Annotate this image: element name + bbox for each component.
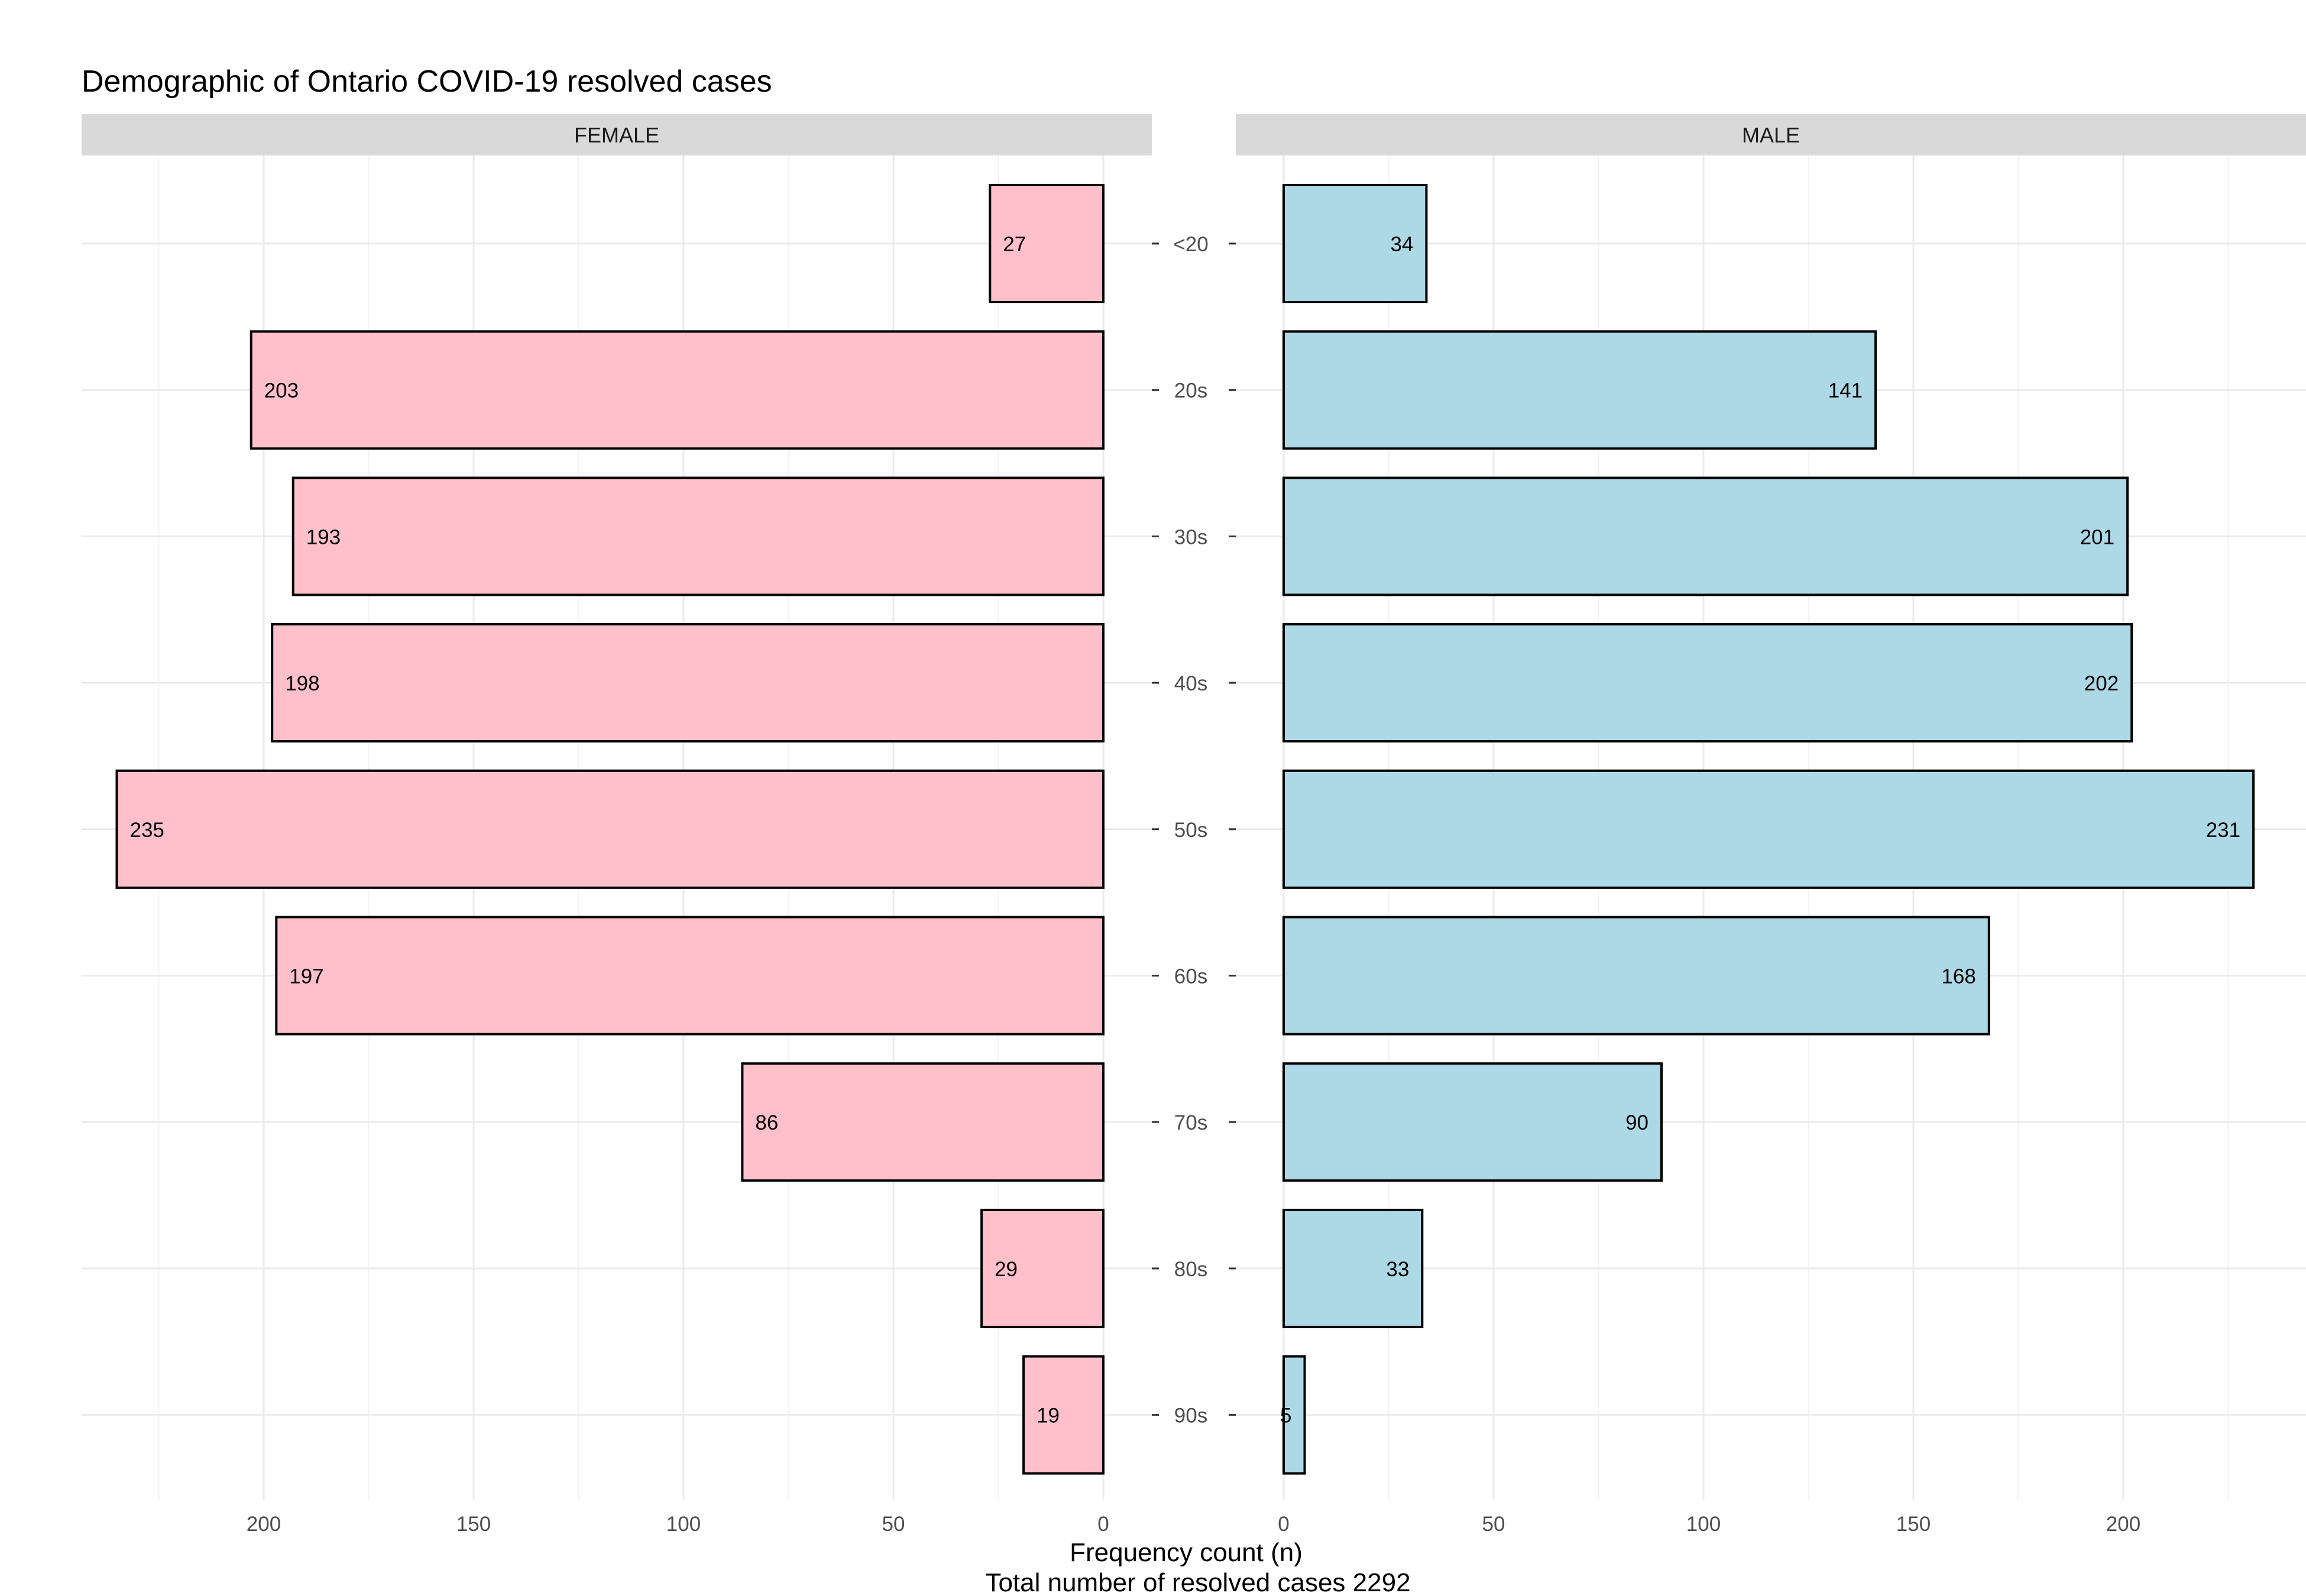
- total-caption: Total number of resolved cases 2292: [985, 1568, 1410, 1596]
- male-bars: 34 141 201 202 231 168 90 33 5: [1280, 184, 2255, 1475]
- male-x-tick-label: 0: [1278, 1513, 1289, 1536]
- category-label-5: 50s: [1174, 819, 1207, 842]
- male-bar-2: [1282, 330, 1877, 450]
- male-data-label-7: 90: [1625, 1111, 1648, 1134]
- female-bar-5: [115, 769, 1105, 889]
- female-bar-8: [980, 1208, 1105, 1328]
- male-data-label-2: 141: [1828, 379, 1863, 403]
- male-strip: [1236, 114, 2306, 155]
- female-bar-6: [275, 916, 1105, 1036]
- female-bar-2: [250, 330, 1105, 450]
- female-bar-9: [1022, 1355, 1105, 1475]
- male-bar-4: [1282, 623, 2133, 743]
- male-strip-label: MALE: [1742, 123, 1800, 147]
- female-x-tick-label: 0: [1097, 1513, 1109, 1536]
- category-label-9: 90s: [1174, 1404, 1207, 1428]
- male-data-label-6: 168: [1941, 965, 1975, 988]
- female-x-tick-label: 100: [666, 1513, 701, 1536]
- category-label-2: 20s: [1174, 379, 1207, 403]
- female-bar-4: [271, 623, 1105, 743]
- male-bar-1: [1282, 184, 1428, 303]
- female-data-label-6: 197: [289, 965, 323, 988]
- female-x-axis: 0 50 100 150 200: [247, 1513, 1109, 1536]
- female-data-label-9: 19: [1037, 1404, 1060, 1428]
- category-label-6: 60s: [1174, 965, 1207, 988]
- male-bar-9: [1282, 1355, 1306, 1475]
- female-data-label-1: 27: [1003, 233, 1026, 256]
- female-bar-3: [292, 476, 1105, 596]
- male-x-tick-label: 200: [2106, 1513, 2140, 1536]
- female-x-tick-label: 200: [247, 1513, 281, 1536]
- male-data-label-9: 5: [1280, 1404, 1291, 1428]
- category-label-1: <20: [1173, 233, 1208, 256]
- male-bar-7: [1282, 1062, 1663, 1182]
- category-label-3: 30s: [1174, 525, 1207, 549]
- male-data-label-8: 33: [1386, 1258, 1409, 1281]
- female-data-label-3: 193: [306, 525, 341, 549]
- male-data-label-1: 34: [1390, 233, 1413, 256]
- male-data-label-5: 231: [2206, 819, 2240, 842]
- male-bar-5: [1282, 769, 2255, 889]
- female-data-label-8: 29: [995, 1258, 1018, 1281]
- female-data-label-4: 198: [285, 672, 319, 695]
- male-data-label-3: 201: [2080, 525, 2114, 549]
- female-bars: 27 203 193 198 235 197 86 29 19: [115, 184, 1105, 1475]
- male-x-axis: 0 50 100 150 200: [1278, 1513, 2140, 1536]
- female-panel: FEMALE 27 203 193 198 235 197 86 29 19 0 50 100 150…: [82, 114, 1152, 1536]
- age-group-axis: <20 20s 30s 40s 50s 60s 70s 80s 90s: [1152, 233, 1236, 1428]
- male-x-tick-label: 150: [1896, 1513, 1931, 1536]
- male-x-tick-label: 50: [1482, 1513, 1505, 1536]
- female-strip-label: FEMALE: [574, 123, 659, 147]
- x-axis-title: Frequency count (n): [1070, 1538, 1303, 1567]
- female-strip: [82, 114, 1152, 155]
- female-bar-1: [989, 184, 1105, 303]
- female-data-label-2: 203: [264, 379, 299, 403]
- female-data-label-7: 86: [755, 1111, 778, 1134]
- category-label-4: 40s: [1174, 672, 1207, 695]
- chart-title: Demographic of Ontario COVID-19 resolved…: [82, 64, 772, 99]
- male-bar-8: [1282, 1208, 1424, 1328]
- male-bar-6: [1282, 916, 1990, 1036]
- category-label-8: 80s: [1174, 1258, 1207, 1281]
- male-panel: MALE 34 141 201 202 231 168 90 33 5 0 50 100 150 200: [1236, 114, 2306, 1536]
- male-data-label-4: 202: [2084, 672, 2119, 695]
- female-x-tick-label: 150: [456, 1513, 491, 1536]
- female-x-tick-label: 50: [882, 1513, 905, 1536]
- female-data-label-5: 235: [130, 819, 164, 842]
- female-bar-7: [741, 1062, 1105, 1182]
- male-x-tick-label: 100: [1686, 1513, 1721, 1536]
- category-label-7: 70s: [1174, 1111, 1207, 1134]
- male-bar-3: [1282, 476, 2129, 596]
